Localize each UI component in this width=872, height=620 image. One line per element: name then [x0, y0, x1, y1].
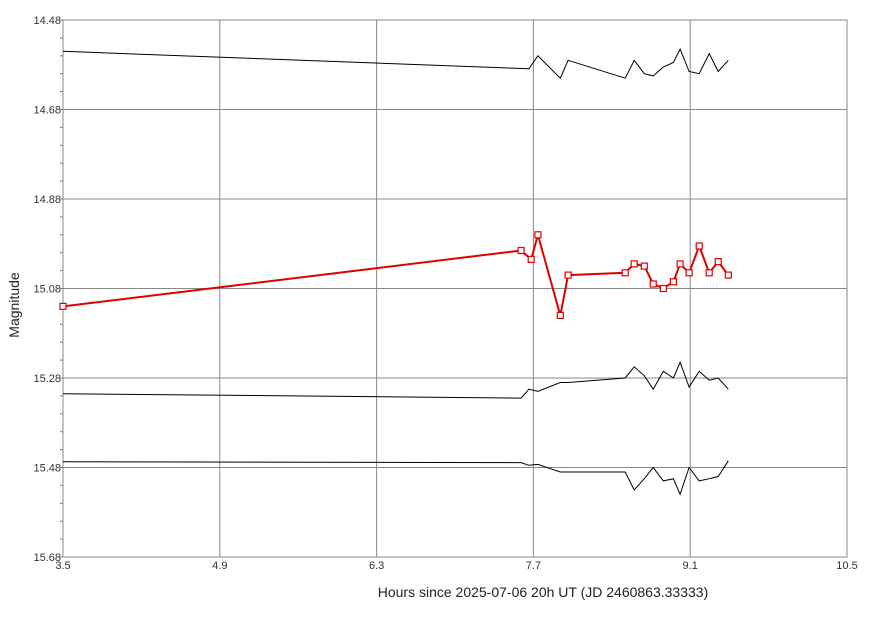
x-tick-label: 4.9 — [212, 560, 227, 572]
grid — [62, 19, 848, 558]
y-tick-label: 14.68 — [33, 105, 61, 117]
series-2-point — [640, 262, 648, 270]
series-2-point — [705, 269, 713, 277]
y-axis-title: Magnitude — [6, 272, 22, 338]
x-tick-label: 7.7 — [526, 560, 541, 572]
series-2-point — [695, 242, 703, 250]
x-axis-title: Hours since 2025-07-06 20h UT (JD 246086… — [378, 584, 709, 600]
series-2-point — [527, 255, 535, 263]
series-2-point — [564, 271, 572, 279]
y-tick-label: 14.88 — [33, 194, 61, 206]
series-2-point — [676, 260, 684, 268]
series-2-point — [630, 260, 638, 268]
series-2-point — [659, 284, 667, 293]
series-2-point — [714, 258, 722, 266]
series-2-point — [669, 278, 678, 286]
y-tick-label: 15.68 — [33, 552, 61, 564]
series-2-point — [556, 311, 564, 319]
series-2-point — [649, 280, 657, 288]
series-2-point — [517, 246, 525, 255]
series-2-point — [685, 269, 693, 277]
series-4-line — [62, 460, 729, 496]
x-tick-label: 10.5 — [836, 560, 857, 572]
series-2-point — [621, 269, 629, 277]
y-tick-label: 15.28 — [33, 373, 61, 385]
series-2-point — [724, 271, 732, 279]
tick-labels: 3.5 4.9 6.3 7.7 9.1 10.5 14.48 14.68 14.88 15.08 1… — [33, 15, 857, 572]
series-2-point — [534, 231, 542, 239]
y-tick-label: 15.08 — [33, 284, 61, 296]
series-2-line — [62, 231, 730, 316]
series-group — [59, 47, 732, 496]
y-tick-label: 15.48 — [33, 463, 61, 475]
series-3-line — [62, 360, 729, 399]
series-1-line — [62, 47, 729, 80]
y-tick-label: 14.48 — [33, 15, 61, 27]
series-2-point — [59, 302, 67, 310]
x-tick-label: 3.5 — [55, 560, 70, 572]
x-tick-label: 9.1 — [683, 560, 698, 572]
x-tick-label: 6.3 — [369, 560, 384, 572]
